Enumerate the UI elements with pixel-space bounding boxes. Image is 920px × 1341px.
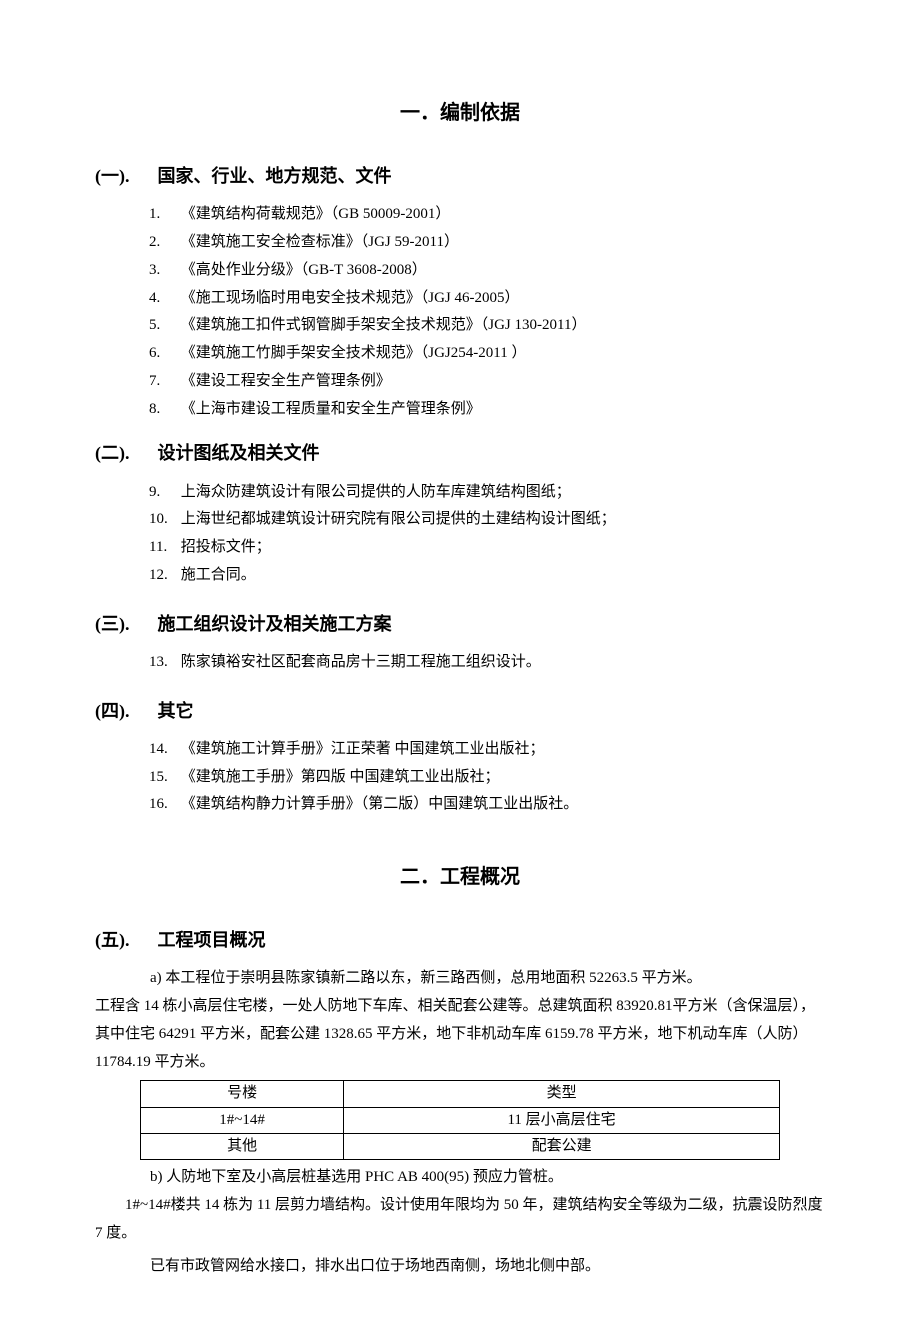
paragraph-c: 1#~14#楼共 14 栋为 11 层剪力墙结构。设计使用年限均为 50 年，建… [95,1192,825,1248]
item-text: 《施工现场临时用电安全技术规范》（JGJ 46-2005） [181,290,520,306]
subsection-5-num: (五). [95,924,153,957]
subsection-3: (三). 施工组织设计及相关施工方案 [95,608,825,641]
list-item: 10. 上海世纪都城建筑设计研究院有限公司提供的土建结构设计图纸； [95,506,825,534]
item-text: 《建筑施工计算手册》江正荣著 中国建筑工业出版社； [181,741,545,757]
subsection-1: (一). 国家、行业、地方规范、文件 [95,160,825,193]
list-item: 6. 《建筑施工竹脚手架安全技术规范》（JGJ254-2011 ） [95,340,825,368]
item-text: 上海众防建筑设计有限公司提供的人防车库建筑结构图纸； [181,484,571,500]
subsection-1-num: (一). [95,160,153,193]
table-row: 1#~14# 11 层小高层住宅 [141,1107,780,1133]
table-cell: 配套公建 [344,1133,780,1159]
subsection-4-num: (四). [95,695,153,728]
subsection-2-title: 设计图纸及相关文件 [158,443,320,463]
list-item: 8. 《上海市建设工程质量和安全生产管理条例》 [95,396,825,424]
list-item: 5. 《建筑施工扣件式钢管脚手架安全技术规范》（JGJ 130-2011） [95,312,825,340]
paragraph-a-lead: a) 本工程位于崇明县陈家镇新二路以东，新三路西侧，总用地面积 52263.5 … [95,965,825,993]
subsection-4: (四). 其它 [95,695,825,728]
building-table-wrap: 号楼 类型 1#~14# 11 层小高层住宅 其他 配套公建 [95,1080,825,1160]
item-text: 陈家镇裕安社区配套商品房十三期工程施工组织设计。 [181,654,541,670]
list-item: 14. 《建筑施工计算手册》江正荣著 中国建筑工业出版社； [95,736,825,764]
table-header-cell: 号楼 [141,1081,344,1107]
item-text: 《建筑施工安全检查标准》（JGJ 59-2011） [181,234,459,250]
item-text: 《建筑结构荷载规范》（GB 50009-2001） [181,206,451,222]
list-item: 2. 《建筑施工安全检查标准》（JGJ 59-2011） [95,229,825,257]
item-text: 《建筑施工手册》第四版 中国建筑工业出版社； [181,769,500,785]
item-text: 《建筑施工竹脚手架安全技术规范》（JGJ254-2011 ） [181,345,527,361]
table-cell: 1#~14# [141,1107,344,1133]
subsection-5: (五). 工程项目概况 [95,924,825,957]
table-cell: 其他 [141,1133,344,1159]
table-row: 号楼 类型 [141,1081,780,1107]
subsection-3-title: 施工组织设计及相关施工方案 [158,614,392,634]
item-text: 施工合同。 [181,567,256,583]
paragraph-d: 已有市政管网给水接口，排水出口位于场地西南侧，场地北侧中部。 [95,1253,825,1281]
table-cell: 11 层小高层住宅 [344,1107,780,1133]
list-item: 4. 《施工现场临时用电安全技术规范》（JGJ 46-2005） [95,285,825,313]
list-item: 1. 《建筑结构荷载规范》（GB 50009-2001） [95,201,825,229]
item-text: 《高处作业分级》（GB-T 3608-2008） [181,262,427,278]
paragraph-a-cont: 工程含 14 栋小高层住宅楼，一处人防地下车库、相关配套公建等。总建筑面积 83… [95,993,825,1076]
subsection-4-title: 其它 [158,701,194,721]
section-2-title: 二．工程概况 [95,859,825,896]
building-table: 号楼 类型 1#~14# 11 层小高层住宅 其他 配套公建 [140,1080,780,1160]
list-item: 15. 《建筑施工手册》第四版 中国建筑工业出版社； [95,764,825,792]
list-item: 13. 陈家镇裕安社区配套商品房十三期工程施工组织设计。 [95,649,825,677]
subsection-2: (二). 设计图纸及相关文件 [95,437,825,470]
item-text: 上海世纪都城建筑设计研究院有限公司提供的土建结构设计图纸； [181,511,616,527]
table-row: 其他 配套公建 [141,1133,780,1159]
subsection-3-num: (三). [95,608,153,641]
subsection-2-num: (二). [95,437,153,470]
list-item: 11. 招投标文件； [95,534,825,562]
item-text: 《建筑施工扣件式钢管脚手架安全技术规范》（JGJ 130-2011） [181,317,587,333]
item-text: 招投标文件； [181,539,271,555]
subsection-5-title: 工程项目概况 [158,930,266,950]
item-text: 《建筑结构静力计算手册》（第二版）中国建筑工业出版社。 [181,796,579,812]
section-1-title: 一．编制依据 [95,95,825,132]
subsection-1-title: 国家、行业、地方规范、文件 [158,166,392,186]
item-text: 《建设工程安全生产管理条例》 [181,373,391,389]
table-header-cell: 类型 [344,1081,780,1107]
item-text: 《上海市建设工程质量和安全生产管理条例》 [181,401,481,417]
list-item: 12. 施工合同。 [95,562,825,590]
list-item: 3. 《高处作业分级》（GB-T 3608-2008） [95,257,825,285]
list-item: 9. 上海众防建筑设计有限公司提供的人防车库建筑结构图纸； [95,479,825,507]
list-item: 7. 《建设工程安全生产管理条例》 [95,368,825,396]
paragraph-b: b) 人防地下室及小高层桩基选用 PHC AB 400(95) 预应力管桩。 [95,1164,825,1192]
list-item: 16. 《建筑结构静力计算手册》（第二版）中国建筑工业出版社。 [95,791,825,819]
